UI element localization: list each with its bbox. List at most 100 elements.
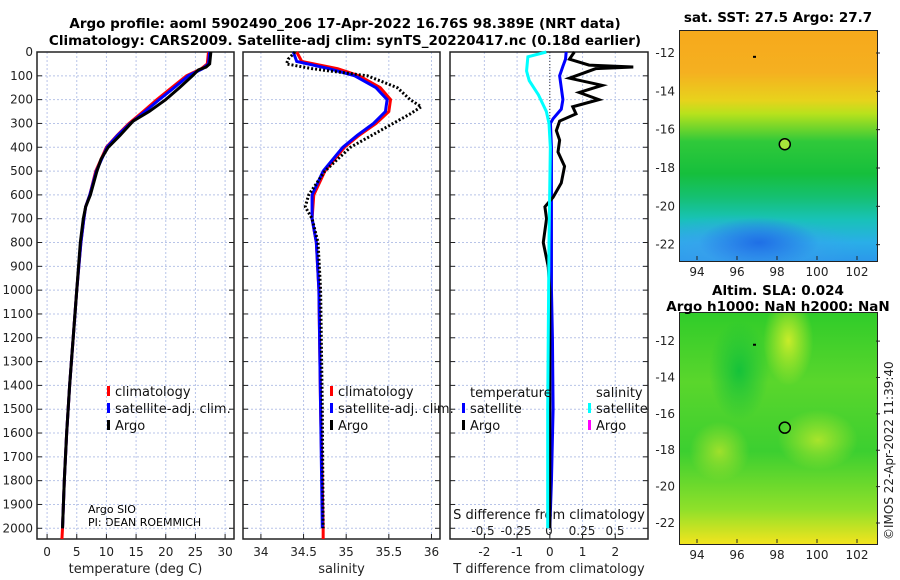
legend-temperature-title: temperature — [470, 386, 552, 401]
x-tick-label: 35.5 — [375, 545, 402, 559]
y-tick-label: 1500 — [2, 402, 33, 416]
legend-label: Argo — [470, 419, 500, 434]
x-tick-label: 1 — [579, 545, 587, 559]
legend-swatch — [107, 420, 110, 430]
y-tick-label: 2000 — [2, 521, 33, 535]
y-tick-label: 0 — [25, 45, 33, 59]
x-tick-label: 2 — [611, 545, 619, 559]
map-y-tick-label: -12 — [655, 46, 675, 60]
x-tick-label: 15 — [128, 545, 143, 559]
sla-map-subtitle: Argo h1000: NaN h2000: NaN — [666, 299, 889, 315]
map-y-tick-label: -14 — [655, 84, 675, 98]
map-y-tick-label: -16 — [655, 407, 675, 421]
map-x-tick-label: 98 — [769, 265, 784, 279]
legend-swatch — [462, 420, 465, 430]
x-tick-label: 5 — [73, 545, 81, 559]
argo-float-marker — [778, 421, 792, 434]
y-tick-label: 400 — [10, 140, 33, 154]
y-tick-label: 1600 — [2, 426, 33, 440]
legend-swatch — [330, 420, 333, 430]
x2-tick-label: 0.25 — [569, 524, 596, 538]
legend-swatch — [107, 403, 110, 413]
y-tick-label: 700 — [10, 212, 33, 226]
series-line-argo — [284, 50, 425, 529]
title-line2: Climatology: CARS2009. Satellite-adj cli… — [49, 33, 641, 49]
credit-line2: PI: DEAN ROEMMICH — [88, 516, 201, 529]
series-line-climatology — [60, 51, 210, 540]
series-line-s-satellite — [525, 50, 552, 529]
x-tick-label: 34 — [253, 545, 268, 559]
x-tick-label: 34.5 — [290, 545, 317, 559]
series-line-argo — [61, 51, 213, 529]
x-axis-label: T difference from climatology — [452, 562, 645, 577]
x-tick-label: -2 — [478, 545, 490, 559]
map-x-tick-label: 102 — [846, 548, 869, 562]
legend-swatch — [588, 420, 591, 430]
y-tick-label: 500 — [10, 164, 33, 178]
plot-frame — [36, 51, 235, 540]
series-line-climatology — [295, 51, 393, 539]
y-tick-label: 900 — [10, 259, 33, 273]
y-tick-label: 300 — [10, 116, 33, 130]
legend-swatch — [462, 403, 465, 413]
legend-salinity-title: salinity — [596, 386, 643, 401]
x-tick-label: 10 — [99, 545, 114, 559]
map-y-tick-label: -14 — [655, 370, 675, 384]
map-y-tick-label: -18 — [655, 161, 675, 175]
map-y-tick-label: -16 — [655, 123, 675, 137]
x-tick-label: -1 — [511, 545, 523, 559]
y-tick-label: 1000 — [2, 283, 33, 297]
series-line-satellite-adj-clim- — [291, 51, 389, 529]
map-y-tick-label: -22 — [655, 238, 675, 252]
x-tick-label: 36 — [424, 545, 439, 559]
legend-swatch — [107, 386, 110, 396]
x2-tick-label: 0 — [545, 524, 553, 538]
y-tick-label: 1400 — [2, 378, 33, 392]
y-tick-label: 1200 — [2, 331, 33, 345]
legend-label: Argo — [596, 419, 626, 434]
y-tick-label: 100 — [10, 69, 33, 83]
plot-frame — [449, 51, 649, 540]
sla-map-title: Altim. SLA: 0.024 — [712, 283, 844, 299]
plot-frame — [242, 51, 441, 540]
x-tick-label: 30 — [217, 545, 232, 559]
legend-label: satellite-adj. clim. — [338, 402, 454, 417]
map-y-tick-label: -18 — [655, 443, 675, 457]
legend-swatch — [330, 403, 333, 413]
map-x-tick-label: 94 — [689, 265, 704, 279]
y-tick-label: 1700 — [2, 450, 33, 464]
map-x-tick-label: 100 — [806, 548, 829, 562]
legend-label: satellite-adj. clim. — [115, 402, 231, 417]
copyright-text: ©IMOS 22-Apr-2022 11:39:40 — [882, 361, 896, 540]
map-x-tick-label: 102 — [846, 265, 869, 279]
x-axis-label: salinity — [318, 562, 365, 577]
map-x-tick-label: 94 — [689, 548, 704, 562]
map-y-tick-label: -12 — [655, 334, 675, 348]
y-tick-label: 1300 — [2, 355, 33, 369]
map-y-tick-label: -20 — [655, 480, 675, 494]
x-tick-label: 25 — [188, 545, 203, 559]
x2-tick-label: 0.5 — [605, 524, 624, 538]
y-tick-label: 800 — [10, 236, 33, 250]
y-tick-label: 200 — [10, 93, 33, 107]
y-tick-label: 1900 — [2, 497, 33, 511]
x2-tick-label: -0.5 — [471, 524, 494, 538]
y-tick-label: 1100 — [2, 307, 33, 321]
y-tick-label: 600 — [10, 188, 33, 202]
legend-label: Argo — [338, 419, 368, 434]
legend-label: satellite — [596, 402, 648, 417]
y-tick-label: 1800 — [2, 474, 33, 488]
map-x-tick-label: 98 — [769, 548, 784, 562]
sla-map-image — [679, 312, 878, 545]
legend-label: Argo — [115, 419, 145, 434]
map-x-tick-label: 100 — [806, 265, 829, 279]
x2-tick-label: -0.25 — [500, 524, 531, 538]
x-axis-label: temperature (deg C) — [69, 562, 203, 577]
map-x-tick-label: 96 — [729, 548, 744, 562]
map-y-tick-label: -22 — [655, 516, 675, 530]
map-y-tick-label: -20 — [655, 199, 675, 213]
legend-label: satellite — [470, 402, 522, 417]
land-speck — [753, 55, 756, 58]
